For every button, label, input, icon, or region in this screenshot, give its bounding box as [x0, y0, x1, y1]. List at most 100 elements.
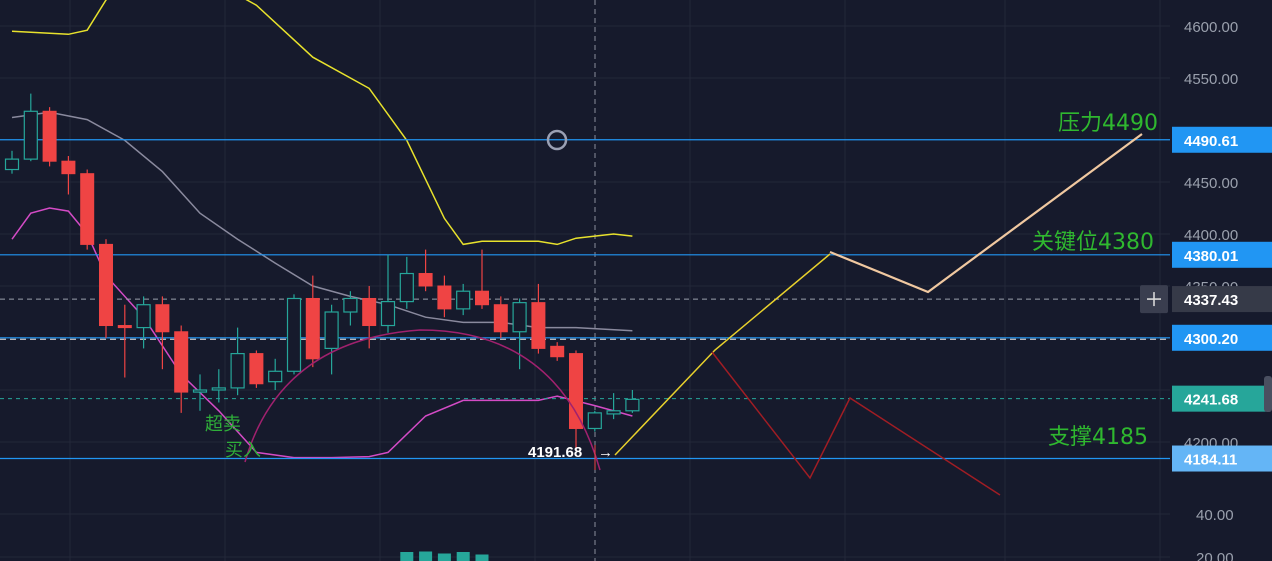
candle-body — [23, 110, 38, 160]
price-tag-level-1: 4490.61 — [1172, 126, 1272, 153]
horizontal-levels — [0, 139, 1170, 460]
candle-body — [343, 297, 358, 313]
candle-body — [174, 331, 189, 393]
low-price-label: 4191.68 — [528, 444, 582, 461]
volume-bar — [456, 552, 470, 561]
price-axis[interactable]: 4600.004550.004450.004400.004350.004300.… — [1140, 19, 1272, 561]
projection-target-path — [829, 133, 1143, 294]
drawing-anchor-circle — [546, 129, 568, 151]
candle-body — [4, 158, 20, 171]
candle-body — [531, 302, 546, 349]
current-price-tag: 4241.68 — [1172, 385, 1266, 412]
candle-body — [606, 410, 621, 415]
candle — [324, 304, 339, 375]
candle-body — [136, 304, 151, 329]
candle — [512, 298, 527, 370]
candle-body — [249, 353, 264, 385]
candle — [286, 294, 302, 375]
candle — [343, 291, 358, 326]
moving-average-line-1 — [11, 0, 633, 246]
candle-body — [399, 272, 414, 303]
candle — [493, 296, 508, 338]
axis-tick-label: 4600.00 — [1184, 19, 1238, 36]
candle — [136, 296, 151, 349]
candle — [625, 390, 640, 413]
candle — [362, 286, 377, 349]
candle-body — [99, 243, 113, 327]
price-tag-level-4: 4184.11 — [1172, 445, 1272, 472]
price-tag-box — [1172, 445, 1272, 472]
volume-bar — [400, 552, 414, 561]
annotations: 压力4490 关键位4380 支撑4185 超卖 买入 4191.68 → — [205, 111, 1158, 461]
candle — [61, 156, 76, 195]
candle — [211, 369, 226, 403]
candle-body — [211, 387, 226, 391]
volume-axis-tick-label: 20.00 — [1196, 550, 1234, 561]
grid — [0, 0, 1170, 561]
candle — [4, 150, 20, 174]
candle — [42, 107, 57, 167]
annotation-support: 支撑4185 — [1048, 425, 1148, 450]
arrow-right-icon: → — [598, 444, 613, 461]
volume-bar — [437, 553, 451, 561]
candle-body — [286, 297, 302, 372]
candle — [550, 342, 565, 361]
arc-drawing — [244, 329, 601, 471]
candle — [249, 350, 264, 388]
candle-body — [117, 325, 132, 329]
current-price-tag-box — [1172, 385, 1266, 412]
price-tag-text: 4300.20 — [1184, 331, 1238, 348]
candle — [80, 169, 95, 250]
candle-body — [192, 389, 208, 393]
axis-tick-label: 4550.00 — [1184, 71, 1238, 88]
candle — [117, 304, 132, 378]
price-tag-text: 4490.61 — [1184, 133, 1238, 150]
annotation-key-level: 关键位4380 — [1032, 230, 1154, 255]
price-tag-box — [1172, 241, 1272, 268]
candle-body — [437, 285, 452, 310]
axis-tick-label: 4400.00 — [1184, 227, 1238, 244]
axis-side-handle — [1264, 376, 1272, 412]
candle-body — [418, 273, 433, 287]
candle-body — [475, 290, 489, 306]
candles — [4, 93, 640, 451]
candle-body — [587, 412, 602, 430]
candle-body — [155, 304, 170, 333]
price-tag-level-3: 4300.20 — [1172, 324, 1272, 351]
candle — [437, 275, 452, 318]
volume-bar — [475, 554, 489, 561]
candle-body — [305, 297, 320, 360]
candle-body — [550, 345, 565, 358]
annotation-resistance: 压力4490 — [1058, 111, 1158, 136]
price-tag-text: 4380.01 — [1184, 248, 1238, 265]
candle — [380, 254, 396, 333]
crosshair-tag-text: 4337.43 — [1184, 292, 1238, 309]
candle-body — [456, 290, 471, 310]
drawings — [244, 129, 1143, 496]
candle — [99, 239, 113, 338]
candle — [418, 249, 433, 292]
candle — [569, 350, 583, 451]
candle-body — [625, 398, 640, 412]
candle-body — [362, 297, 377, 327]
candle-body — [380, 301, 396, 327]
annotation-oversold: 超卖 — [205, 414, 241, 435]
candle-body — [569, 353, 583, 429]
annotation-buy: 买入 — [225, 440, 261, 461]
candle-body — [42, 110, 57, 162]
candle — [174, 325, 189, 413]
volume-axis-tick-label: 40.00 — [1196, 507, 1234, 524]
projection-down-path — [711, 351, 1001, 496]
projection-up-path — [614, 253, 831, 456]
moving-averages — [11, 0, 633, 459]
candle — [305, 275, 320, 368]
candle — [230, 327, 245, 396]
candle-body — [230, 353, 245, 389]
volume-bars — [400, 551, 489, 561]
candle-body — [512, 302, 527, 333]
candle — [456, 283, 471, 316]
candle-body — [80, 173, 95, 245]
crosshair-price-tag: 4337.43 — [1140, 285, 1272, 314]
